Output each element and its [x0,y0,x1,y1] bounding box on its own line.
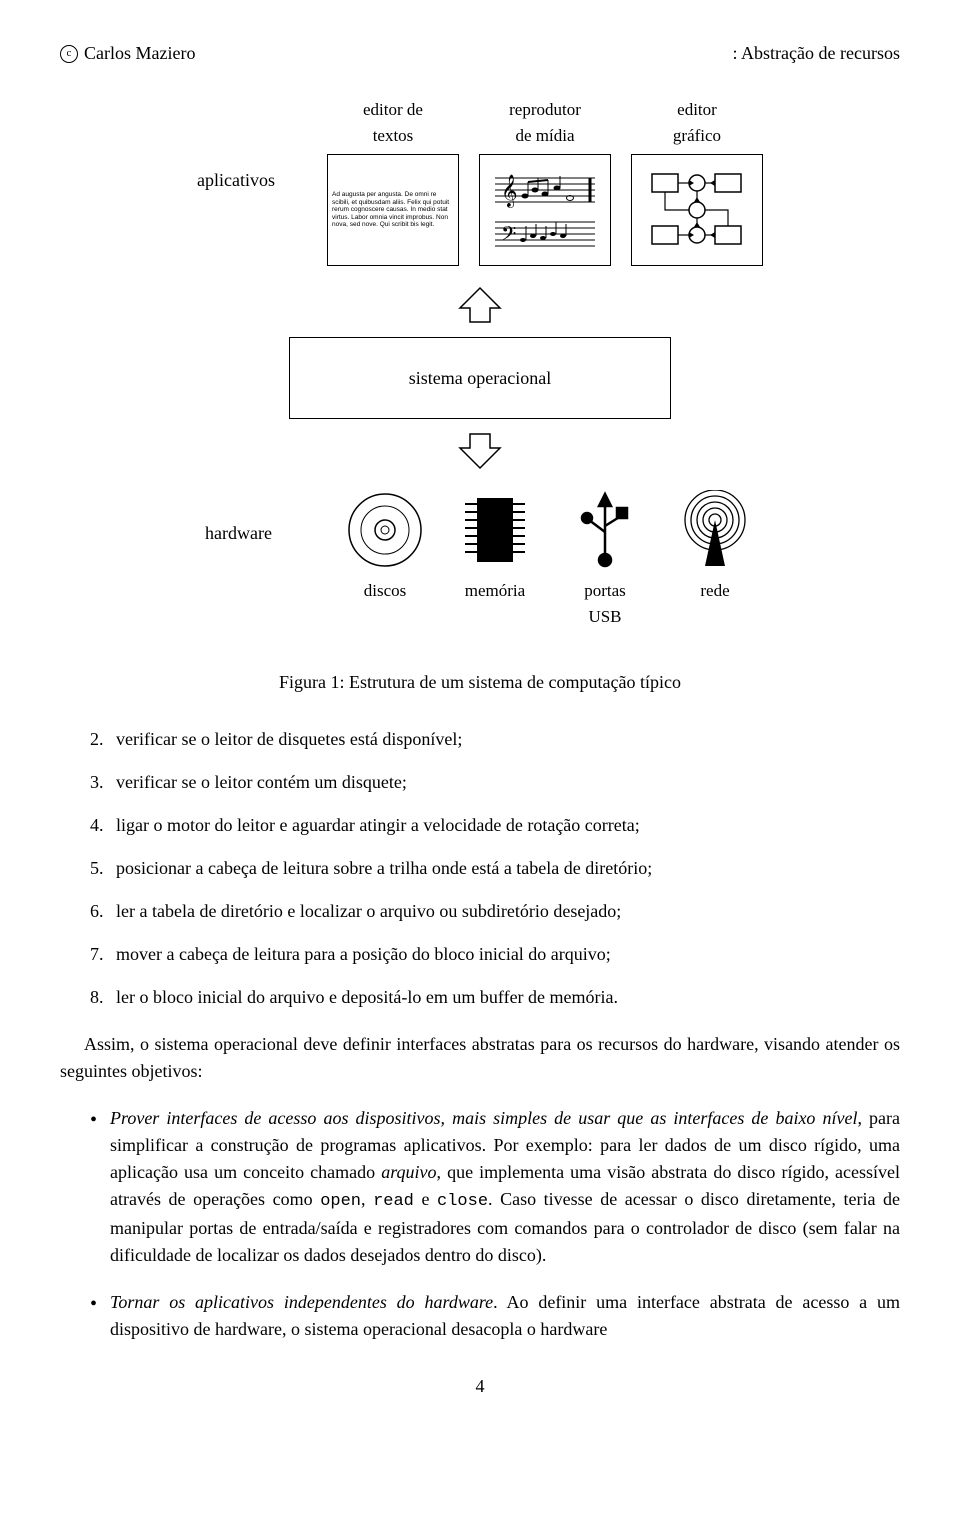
numbered-list: 2.verificar se o leitor de disquetes est… [60,726,900,1011]
hw-usb: portas USB [565,490,645,629]
graphic-editor-box [631,154,763,266]
hw-caption: portas USB [584,578,626,629]
arrow-down-icon [60,432,900,472]
item-text: mover a cabeça de leitura para a posição… [116,941,611,968]
app-title: reprodutor de mídia [509,97,581,148]
item-number: 2. [90,726,116,753]
os-box: sistema operacional [289,337,671,419]
code-token: close [437,1192,488,1211]
app-title: editor de textos [363,97,423,148]
page-number: 4 [60,1373,900,1400]
author-name: Carlos Maziero [84,40,195,67]
code-token: open [320,1192,361,1211]
item-text: ler o bloco inicial do arquivo e deposit… [116,984,618,1011]
page-header: c Carlos Maziero : Abstração de recursos [60,40,900,67]
app-graphic-editor: editor gráfico [631,97,763,266]
wireless-antenna-icon [675,490,755,570]
item-number: 3. [90,769,116,796]
item-text: ler a tabela de diretório e localizar o … [116,898,621,925]
list-item: 2.verificar se o leitor de disquetes est… [90,726,900,753]
item-number: 7. [90,941,116,968]
media-player-box: 𝄞 𝄢 [479,154,611,266]
list-item: 7.mover a cabeça de leitura para a posiç… [90,941,900,968]
hardware-label: hardware [205,490,315,547]
copyright-icon: c [60,45,78,63]
hw-disk: discos [345,490,425,604]
hardware-row: hardware discos [60,490,900,629]
hw-caption: discos [364,578,407,604]
bullet-text: e [414,1189,437,1209]
list-item: 5.posicionar a cabeça de leitura sobre a… [90,855,900,882]
hw-caption: memória [465,578,525,604]
item-number: 8. [90,984,116,1011]
disc-icon [345,490,425,570]
bullet-text: , [361,1189,373,1209]
item-text: posicionar a cabeça de leitura sobre a t… [116,855,652,882]
hw-caption: rede [700,578,729,604]
code-token: read [373,1192,414,1211]
apps-row: aplicativos editor de textos Ad augusta … [60,97,900,266]
item-text: verificar se o leitor contém um disquete… [116,769,407,796]
memory-chip-icon [455,490,535,570]
list-item: 6.ler a tabela de diretório e localizar … [90,898,900,925]
svg-text:𝄢: 𝄢 [501,224,516,250]
app-text-editor: editor de textos Ad augusta per angusta.… [327,97,459,266]
system-diagram: aplicativos editor de textos Ad augusta … [60,97,900,629]
bullet-item: Tornar os aplicativos independentes do h… [90,1289,900,1343]
section-title: : Abstração de recursos [733,40,900,67]
bullet-emphasis: Tornar os aplicativos independentes do h… [110,1292,493,1312]
list-item: 8.ler o bloco inicial do arquivo e depos… [90,984,900,1011]
music-staff-icon: 𝄞 𝄢 [485,160,605,260]
svg-text:𝄞: 𝄞 [501,175,518,208]
item-text: verificar se o leitor de disquetes está … [116,726,462,753]
list-item: 4.ligar o motor do leitor e aguardar ati… [90,812,900,839]
sample-text: Ad augusta per angusta. De omni re scibi… [328,187,458,232]
bullet-emphasis: arquivo [381,1162,436,1182]
hw-network: rede [675,490,755,604]
figure-caption: Figura 1: Estrutura de um sistema de com… [60,669,900,696]
intro-paragraph: Assim, o sistema operacional deve defini… [60,1031,900,1085]
item-number: 5. [90,855,116,882]
apps-label: aplicativos [197,97,307,194]
list-item: 3.verificar se o leitor contém um disque… [90,769,900,796]
bullet-list: Prover interfaces de acesso aos disposit… [60,1105,900,1343]
author-block: c Carlos Maziero [60,40,195,67]
os-row: sistema operacional [60,337,900,419]
graph-shapes-icon [637,160,757,260]
bullet-item: Prover interfaces de acesso aos disposit… [90,1105,900,1269]
item-text: ligar o motor do leitor e aguardar ating… [116,812,640,839]
bullet-emphasis: Prover interfaces de acesso aos disposit… [110,1108,857,1128]
app-title: editor gráfico [673,97,721,148]
item-number: 6. [90,898,116,925]
item-number: 4. [90,812,116,839]
arrow-up-icon [60,284,900,324]
usb-icon [565,490,645,570]
text-editor-box: Ad augusta per angusta. De omni re scibi… [327,154,459,266]
hw-memory: memória [455,490,535,604]
app-media-player: reprodutor de mídia 𝄞 𝄢 [479,97,611,266]
